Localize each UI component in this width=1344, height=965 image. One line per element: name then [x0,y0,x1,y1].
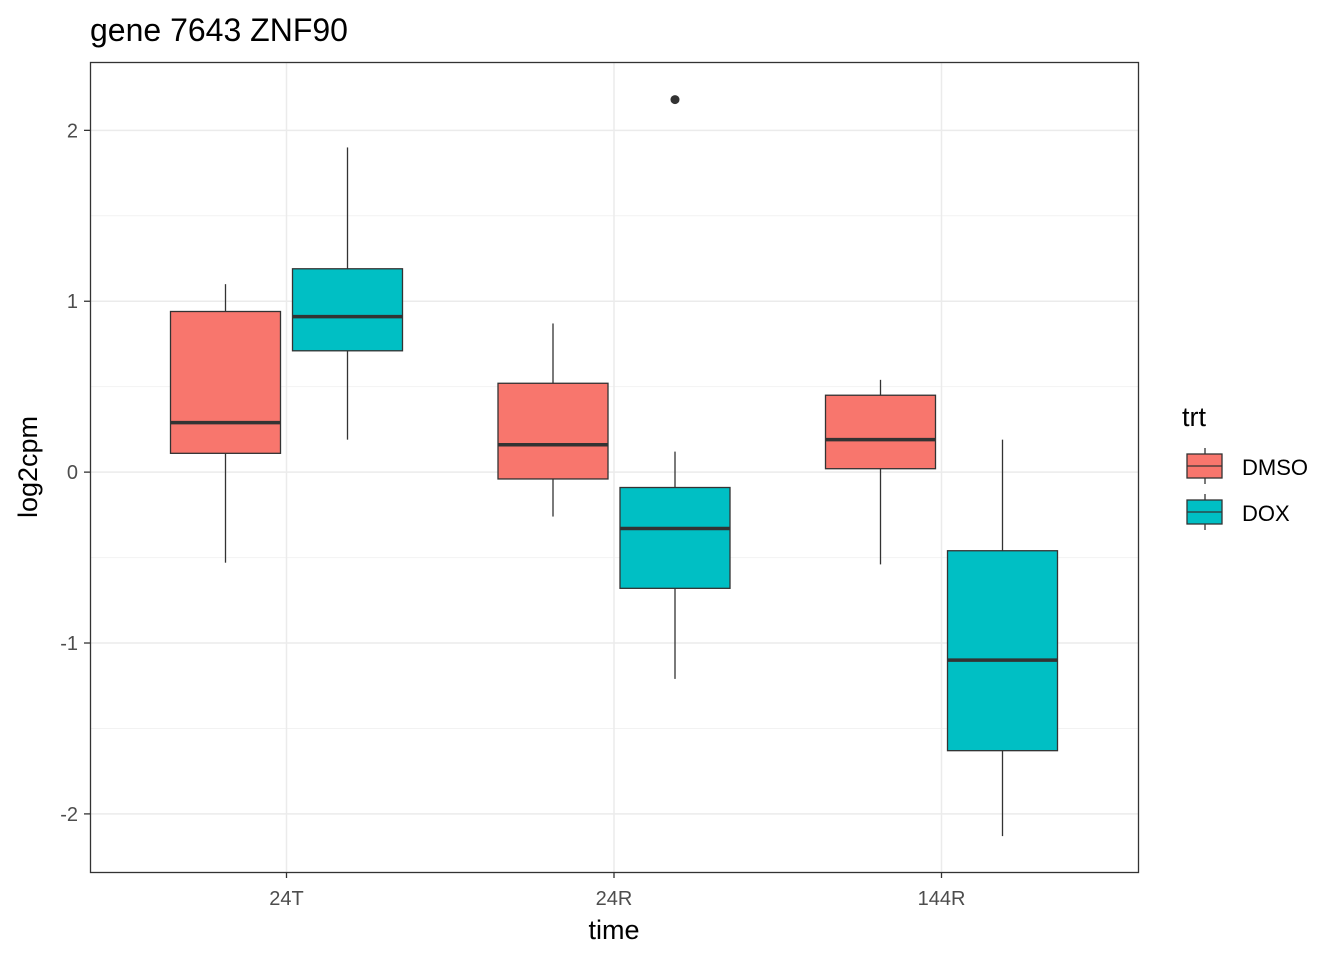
box [497,382,609,480]
box-dmso-144r [824,379,937,565]
outlier-point [670,95,680,105]
box [291,268,404,352]
box-dox-144r [946,439,1059,837]
box [824,394,937,470]
y-tick-label: 0 [67,462,78,484]
x-axis: 24T 24R 144R [269,872,965,910]
y-axis: -2 -1 0 1 2 [60,120,90,826]
y-tick-label: -2 [60,804,78,826]
x-axis-title: time [588,915,639,945]
box [946,550,1059,752]
box-dmso-24t [169,284,282,563]
legend-title: trt [1182,402,1206,432]
legend: trt DMSO DOX [1182,402,1308,530]
box-dmso-24r [497,323,609,517]
x-tick-label: 24T [269,888,303,910]
y-tick-label: 2 [67,120,78,142]
box-dox-24t [291,147,404,440]
x-tick-label: 24R [596,888,633,910]
x-tick-label: 144R [918,888,966,910]
boxes [169,95,1059,837]
y-axis-title: log2cpm [13,416,43,518]
chart-title: gene 7643 ZNF90 [90,12,348,48]
legend-label: DMSO [1242,455,1308,480]
y-tick-label: -1 [60,633,78,655]
box [169,310,282,454]
box [619,486,731,589]
box-dox-24r [619,95,731,679]
legend-label: DOX [1242,501,1290,526]
y-tick-label: 1 [67,291,78,313]
